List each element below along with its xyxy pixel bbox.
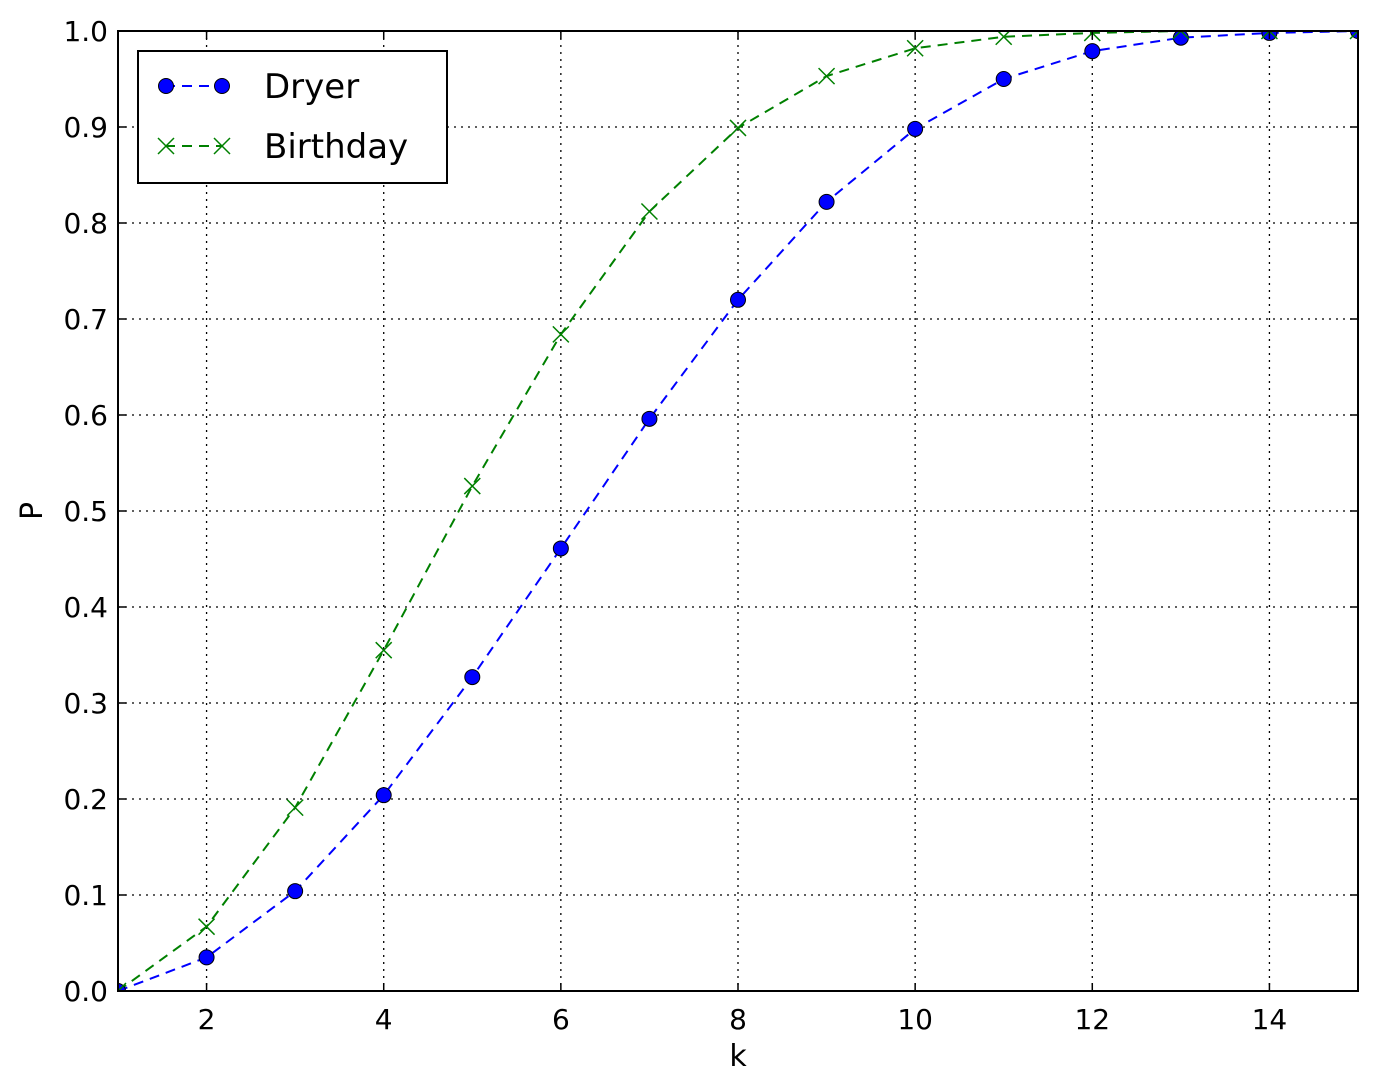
- legend-box: [137, 50, 448, 184]
- legend: Dryer Birthday: [137, 50, 448, 184]
- x-tick-label: 2: [198, 1003, 216, 1036]
- y-tick-label: 0.8: [63, 207, 108, 240]
- y-tick-label: 0.5: [63, 495, 108, 528]
- y-tick-label: 0.2: [63, 783, 108, 816]
- data-point-dryer: [1084, 43, 1101, 60]
- legend-label-dryer: Dryer: [264, 67, 359, 107]
- legend-marker-dryer: [214, 78, 230, 94]
- data-point-birthday: [198, 918, 216, 936]
- x-tick-label: 4: [375, 1003, 393, 1036]
- x-axis-label: k: [729, 1039, 747, 1074]
- y-tick-label: 0.3: [63, 687, 108, 720]
- y-tick-label: 0.9: [63, 111, 108, 144]
- y-tick-label: 0.7: [63, 303, 108, 336]
- data-point-dryer: [995, 71, 1012, 87]
- data-point-dryer: [641, 410, 658, 427]
- axis-ticks: [118, 30, 1358, 992]
- data-point-birthday: [818, 67, 836, 85]
- legend-marker-dryer: [158, 78, 174, 94]
- y-axis-label: P: [15, 502, 50, 520]
- legend-label-birthday: Birthday: [264, 127, 408, 167]
- data-point-birthday: [118, 982, 127, 991]
- series-line-dryer: [118, 31, 1358, 991]
- data-point-dryer: [464, 669, 481, 686]
- data-point-dryer: [198, 949, 215, 966]
- grid-lines: [118, 30, 1358, 992]
- y-tick-label: 0.4: [63, 591, 108, 624]
- data-point-birthday: [1349, 31, 1358, 40]
- data-point-birthday: [729, 119, 747, 137]
- x-tick-label: 12: [1074, 1003, 1110, 1036]
- y-tick-label: 0.0: [63, 975, 108, 1008]
- series-markers: [118, 31, 1358, 991]
- y-tick-label: 1.0: [63, 15, 108, 48]
- data-point-birthday: [640, 202, 658, 221]
- x-tick-label: 14: [1252, 1003, 1288, 1036]
- data-point-birthday: [1172, 31, 1190, 40]
- x-tick-label: 8: [729, 1003, 747, 1036]
- data-point-birthday: [286, 799, 304, 817]
- data-point-dryer: [375, 787, 392, 804]
- y-tick-label: 0.6: [63, 399, 108, 432]
- data-point-dryer: [287, 883, 304, 900]
- y-tick-label: 0.1: [63, 879, 108, 912]
- data-point-dryer: [1172, 31, 1189, 46]
- data-point-dryer: [552, 540, 569, 557]
- x-tick-label: 6: [552, 1003, 570, 1036]
- data-point-birthday: [1260, 31, 1278, 40]
- data-point-birthday: [375, 641, 393, 659]
- axis-tick-labels: 2 4 6 8 10 12 14 0.0 0.1 0.2 0.3 0.4 0.5 0.6 0.7 0.8 0.9…: [63, 15, 1287, 1036]
- data-point-birthday: [552, 325, 570, 343]
- data-point-birthday: [463, 477, 481, 495]
- data-point-dryer: [907, 120, 924, 137]
- data-point-birthday: [906, 39, 924, 57]
- x-tick-label: 10: [897, 1003, 933, 1036]
- legend-entries: Dryer Birthday: [157, 67, 408, 167]
- legend-marker-birthday: [157, 137, 175, 155]
- data-point-dryer: [730, 291, 746, 308]
- legend-marker-birthday: [213, 137, 231, 155]
- data-point-dryer: [818, 193, 835, 210]
